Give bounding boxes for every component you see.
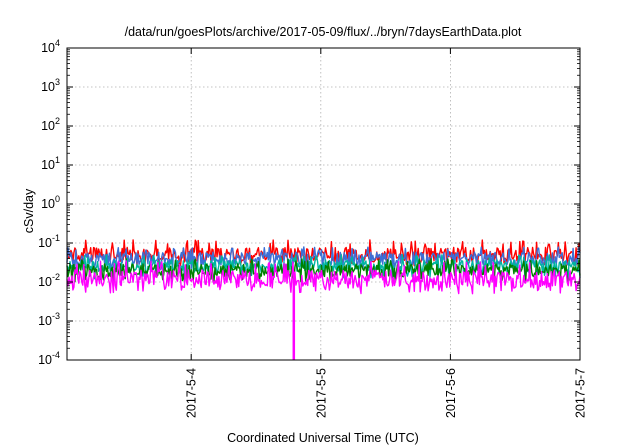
y-tick-label: 100	[41, 194, 60, 211]
series-line	[66, 254, 581, 280]
x-axis-label: Coordinated Universal Time (UTC)	[227, 431, 419, 445]
y-tick-label-base: 10	[38, 314, 52, 328]
y-tick-label-base: 10	[38, 353, 52, 367]
y-tick-label-base: 10	[38, 275, 52, 289]
y-tick-label: 10-3	[38, 311, 60, 328]
y-tick-label: 104	[41, 38, 60, 55]
y-tick-label-exponent: 0	[55, 194, 60, 204]
y-tick-label-exponent: -2	[52, 272, 60, 282]
x-tick-label: 2017-5-6	[444, 368, 458, 418]
y-tick-label: 101	[41, 155, 60, 172]
y-tick-label-exponent: 2	[55, 116, 60, 126]
y-tick-label: 10-2	[38, 272, 60, 289]
y-tick-label: 10-1	[38, 233, 60, 250]
y-tick-label-exponent: 4	[55, 38, 60, 48]
y-tick-label-exponent: -1	[52, 233, 60, 243]
x-tick-label: 2017-5-5	[314, 368, 328, 418]
y-tick-label-base: 10	[41, 158, 55, 172]
y-tick-label-exponent: -4	[52, 350, 60, 360]
y-tick-label-exponent: 3	[55, 77, 60, 87]
y-tick-label-exponent: -3	[52, 311, 60, 321]
y-tick-label-exponent: 1	[55, 155, 60, 165]
chart-title: /data/run/goesPlots/archive/2017-05-09/f…	[125, 25, 522, 39]
y-tick-label: 102	[41, 116, 60, 133]
y-tick-label-base: 10	[38, 236, 52, 250]
x-tick-label: 2017-5-7	[574, 368, 588, 418]
y-tick-label: 10-4	[38, 350, 60, 367]
series-line	[66, 246, 581, 271]
y-tick-label-base: 10	[41, 80, 55, 94]
y-tick-label-base: 10	[41, 41, 55, 55]
y-axis-label: cSv/day	[22, 188, 36, 233]
series-line	[66, 260, 581, 295]
y-tick-label-base: 10	[41, 119, 55, 133]
y-tick-label: 103	[41, 77, 60, 94]
x-tick-label: 2017-5-4	[185, 368, 199, 418]
y-tick-label-base: 10	[41, 197, 55, 211]
data-series	[66, 239, 581, 360]
